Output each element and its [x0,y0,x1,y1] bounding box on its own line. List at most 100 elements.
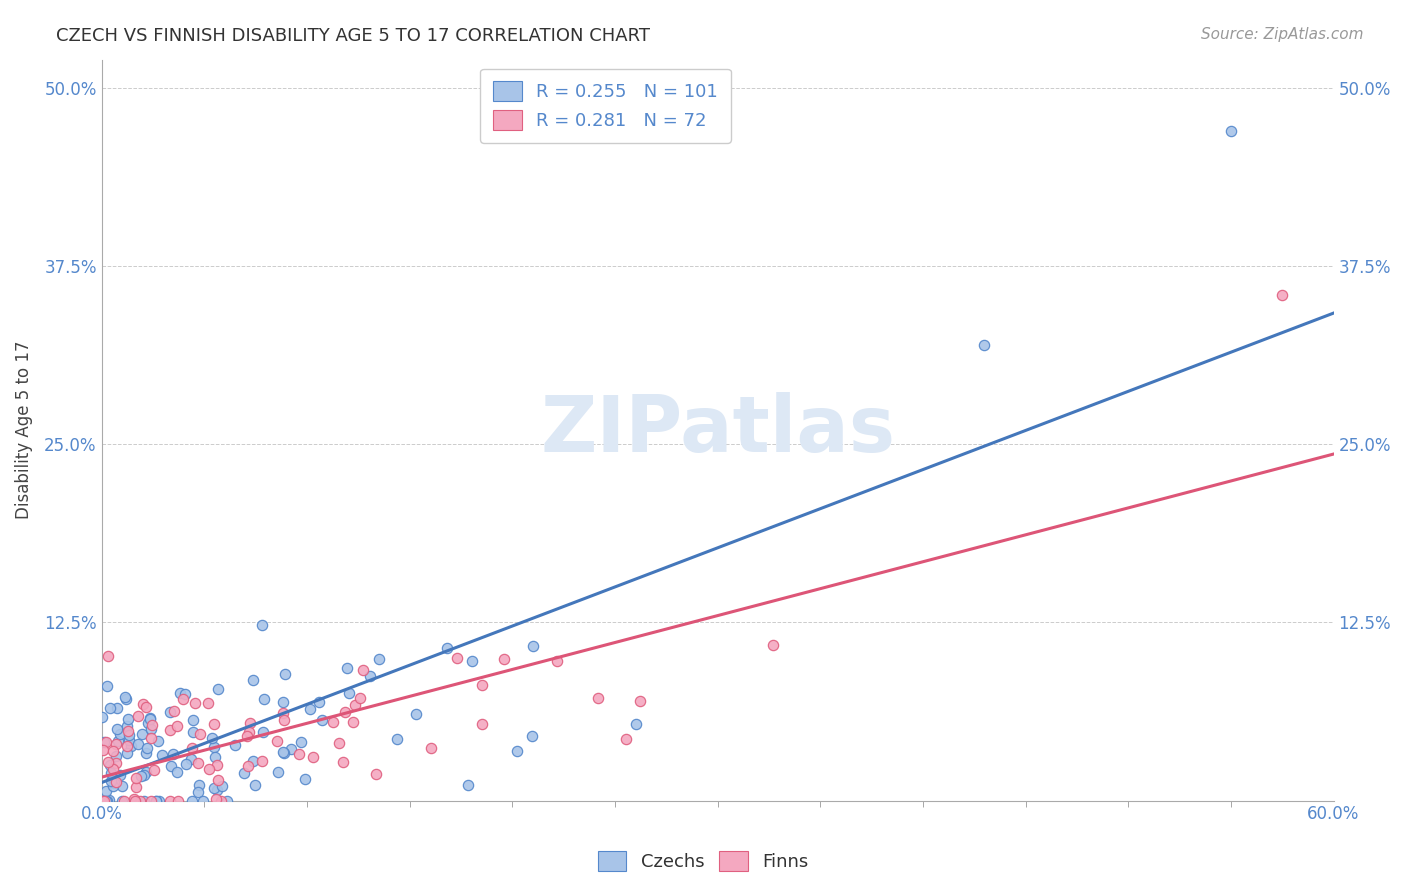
Point [114,690,136,705]
Point [108,768,131,782]
Text: Source: ZipAtlas.com: Source: ZipAtlas.com [1201,27,1364,42]
Y-axis label: Disability Age 5 to 17: Disability Age 5 to 17 [15,341,32,519]
Point [470,678,492,692]
Point [94,783,117,797]
Point [205,757,228,772]
Point [174,756,197,771]
Point [118,733,141,747]
Point [127,709,149,723]
Point [274,666,297,681]
Point [273,745,295,759]
Point [506,743,529,757]
Point [134,794,156,808]
Point [205,783,228,797]
Point [266,734,288,748]
Point [215,794,238,808]
Point [342,714,364,729]
Point [187,756,209,771]
Point [94,794,117,808]
Point [242,673,264,687]
Point [115,719,138,733]
Point [207,682,229,697]
Point [1219,124,1241,138]
Point [446,651,468,665]
Point [271,695,294,709]
Point [100,774,122,789]
Point [546,654,568,668]
Point [245,778,267,792]
Point [335,661,357,675]
Point [104,749,127,764]
Point [188,779,211,793]
Point [166,794,188,808]
Point [280,742,302,756]
Point [211,779,233,793]
Point [343,698,366,713]
Point [174,687,197,701]
Point [162,747,184,761]
Point [492,652,515,666]
Point [204,750,226,764]
Point [352,663,374,677]
Point [141,794,163,808]
Point [145,794,167,808]
Point [150,748,173,763]
Point [238,725,260,739]
Point [132,768,155,782]
Point [141,717,163,731]
Point [97,649,120,664]
Point [288,747,311,762]
Point [169,685,191,699]
Point [205,792,228,806]
Point [105,701,128,715]
Point [111,779,134,793]
Point [135,765,157,780]
Point [125,772,148,786]
Point [181,794,204,808]
Point [118,729,141,743]
Point [232,766,254,780]
Point [207,772,229,787]
Point [187,785,209,799]
Legend: R = 0.255   N = 101, R = 0.281   N = 72: R = 0.255 N = 101, R = 0.281 N = 72 [481,69,731,143]
Point [290,735,312,749]
Point [120,739,142,754]
Point [142,763,165,777]
Point [328,736,350,750]
Point [239,715,262,730]
Point [111,794,134,808]
Point [191,794,214,808]
Point [180,752,202,766]
Point [115,691,138,706]
Point [100,766,122,780]
Point [301,750,323,764]
Point [308,695,330,709]
Point [98,701,121,715]
Point [103,744,125,758]
Point [94,794,117,808]
Point [471,717,494,731]
Point [104,737,127,751]
Point [139,712,162,726]
Point [98,757,121,772]
Point [159,723,181,737]
Point [250,754,273,768]
Point [202,780,225,795]
Point [461,654,484,668]
Point [224,738,246,752]
Point [159,794,181,808]
Point [359,669,381,683]
Point [110,727,132,741]
Point [93,794,115,808]
Point [136,740,159,755]
Point [163,704,186,718]
Point [628,693,651,707]
Point [197,762,219,776]
Point [337,686,360,700]
Point [148,794,170,808]
Point [129,769,152,783]
Point [271,706,294,720]
Point [349,691,371,706]
Point [183,696,205,710]
Text: CZECH VS FINNISH DISABILITY AGE 5 TO 17 CORRELATION CHART: CZECH VS FINNISH DISABILITY AGE 5 TO 17 … [56,27,650,45]
